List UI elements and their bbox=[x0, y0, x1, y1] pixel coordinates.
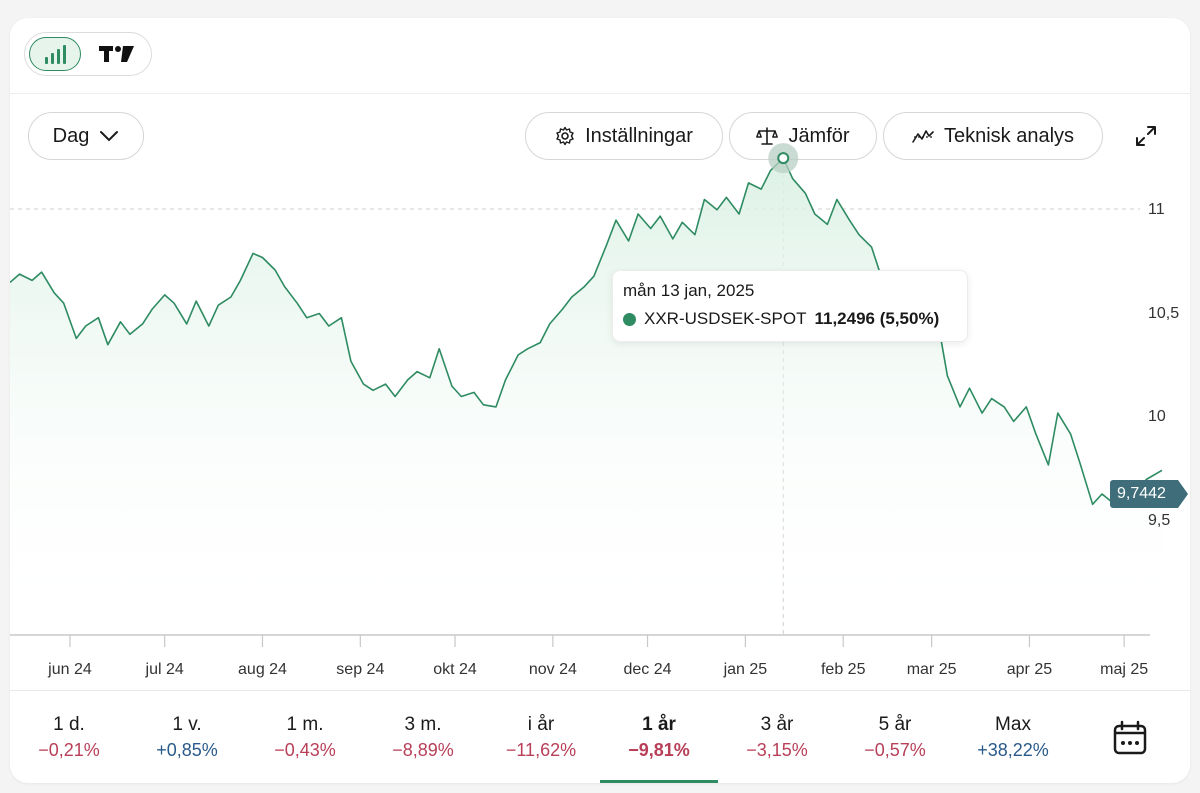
signal-bars-icon bbox=[45, 45, 66, 64]
x-tick-label: jul 24 bbox=[145, 661, 184, 678]
period-change: −8,89% bbox=[392, 739, 454, 760]
period-option[interactable]: 1 år −9,81% bbox=[600, 691, 718, 783]
x-tick-label: apr 25 bbox=[1006, 661, 1053, 678]
price-area-fill bbox=[10, 158, 1162, 635]
compare-button[interactable]: Jämför bbox=[729, 112, 877, 160]
technical-analysis-button[interactable]: Teknisk analys bbox=[883, 112, 1103, 160]
price-tooltip: mån 13 jan, 2025 XXR-USDSEK-SPOT 11,2496… bbox=[612, 270, 968, 342]
period-selector: 1 d. −0,21% 1 v. +0,85% 1 m. −0,43% 3 m. −8,89%… bbox=[10, 691, 1190, 783]
period-change: −0,21% bbox=[38, 739, 100, 760]
tooltip-row: XXR-USDSEK-SPOT 11,2496 (5,50%) bbox=[623, 309, 957, 329]
price-chart[interactable] bbox=[10, 18, 1190, 690]
settings-label: Inställningar bbox=[585, 124, 693, 147]
period-option[interactable]: 5 år −0,57% bbox=[836, 691, 954, 783]
settings-button[interactable]: Inställningar bbox=[525, 112, 723, 160]
interval-dropdown[interactable]: Dag bbox=[28, 112, 144, 160]
calendar-icon bbox=[1113, 720, 1147, 755]
tooltip-date: mån 13 jan, 2025 bbox=[623, 281, 755, 300]
toolbar-divider bbox=[10, 93, 1190, 94]
period-change: −3,15% bbox=[746, 739, 808, 760]
period-label: i år bbox=[527, 713, 555, 735]
period-label: 3 år bbox=[760, 713, 794, 735]
price-line bbox=[10, 157, 1163, 506]
x-axis-ticks bbox=[69, 635, 1125, 647]
period-option[interactable]: 3 år −3,15% bbox=[718, 691, 836, 783]
period-option[interactable]: 1 m. −0,43% bbox=[246, 691, 364, 783]
chart-card: Dag Inställningar Jämför Teknisk analys bbox=[10, 18, 1190, 783]
chevron-down-icon bbox=[100, 131, 119, 142]
period-change: −11,62% bbox=[505, 739, 577, 760]
x-tick-label: sep 24 bbox=[336, 661, 385, 678]
period-option[interactable]: i år −11,62% bbox=[482, 691, 600, 783]
x-tick-label: nov 24 bbox=[528, 661, 577, 678]
period-option[interactable]: 1 d. −0,21% bbox=[10, 691, 128, 783]
gear-icon bbox=[556, 126, 574, 146]
period-option[interactable]: 3 m. −8,89% bbox=[364, 691, 482, 783]
bar-chart-view-button[interactable] bbox=[29, 37, 81, 71]
x-tick-label: dec 24 bbox=[623, 661, 672, 678]
technical-analysis-label: Teknisk analys bbox=[943, 124, 1075, 147]
interval-label: Dag bbox=[52, 124, 90, 147]
tooltip-value: 11,2496 (5,50%) bbox=[814, 309, 940, 328]
fullscreen-button[interactable] bbox=[1132, 122, 1160, 150]
x-tick-label: okt 24 bbox=[433, 661, 477, 678]
x-tick-label: jun 24 bbox=[48, 661, 92, 678]
period-label: 1 m. bbox=[286, 713, 324, 735]
tooltip-series: XXR-USDSEK-SPOT bbox=[644, 309, 807, 328]
expand-icon bbox=[1136, 126, 1156, 146]
calendar-button[interactable] bbox=[1110, 718, 1150, 758]
last-price-tag: 9,7442 bbox=[1110, 480, 1188, 508]
period-label: 1 år bbox=[642, 713, 676, 735]
period-option[interactable]: 1 v. +0,85% bbox=[128, 691, 246, 783]
y-tick-label: 11 bbox=[1148, 200, 1165, 218]
highlight-marker bbox=[768, 143, 799, 174]
period-divider bbox=[10, 690, 1190, 691]
x-tick-label: maj 25 bbox=[1100, 661, 1149, 678]
x-tick-label: aug 24 bbox=[238, 661, 287, 678]
compare-label: Jämför bbox=[788, 124, 850, 147]
period-change: +38,22% bbox=[977, 739, 1049, 760]
period-change: +0,85% bbox=[156, 739, 218, 760]
period-label: 1 d. bbox=[53, 713, 85, 735]
period-label: Max bbox=[995, 713, 1031, 735]
chart-type-toggle[interactable] bbox=[24, 32, 152, 76]
period-change: −0,43% bbox=[274, 739, 336, 760]
period-label: 5 år bbox=[878, 713, 912, 735]
y-tick-label: 10,5 bbox=[1148, 304, 1180, 322]
tradingview-logo-icon bbox=[99, 46, 134, 62]
tradingview-view-button[interactable] bbox=[91, 37, 143, 71]
last-price-value: 9,7442 bbox=[1117, 485, 1166, 502]
x-tick-label: mar 25 bbox=[906, 661, 957, 678]
highlight-point bbox=[777, 152, 790, 165]
y-tick-label: 10 bbox=[1148, 408, 1166, 426]
y-tick-label: 9,5 bbox=[1148, 511, 1171, 529]
period-change: −9,81% bbox=[628, 739, 690, 760]
trend-line-icon bbox=[912, 130, 934, 143]
period-label: 1 v. bbox=[172, 713, 202, 735]
period-change: −0,57% bbox=[864, 739, 926, 760]
period-label: 3 m. bbox=[404, 713, 442, 735]
x-tick-label: jan 25 bbox=[723, 661, 768, 678]
series-dot-icon bbox=[623, 312, 636, 326]
period-option[interactable]: Max +38,22% bbox=[954, 691, 1072, 783]
scale-icon bbox=[756, 127, 779, 145]
x-tick-label: feb 25 bbox=[820, 661, 866, 678]
